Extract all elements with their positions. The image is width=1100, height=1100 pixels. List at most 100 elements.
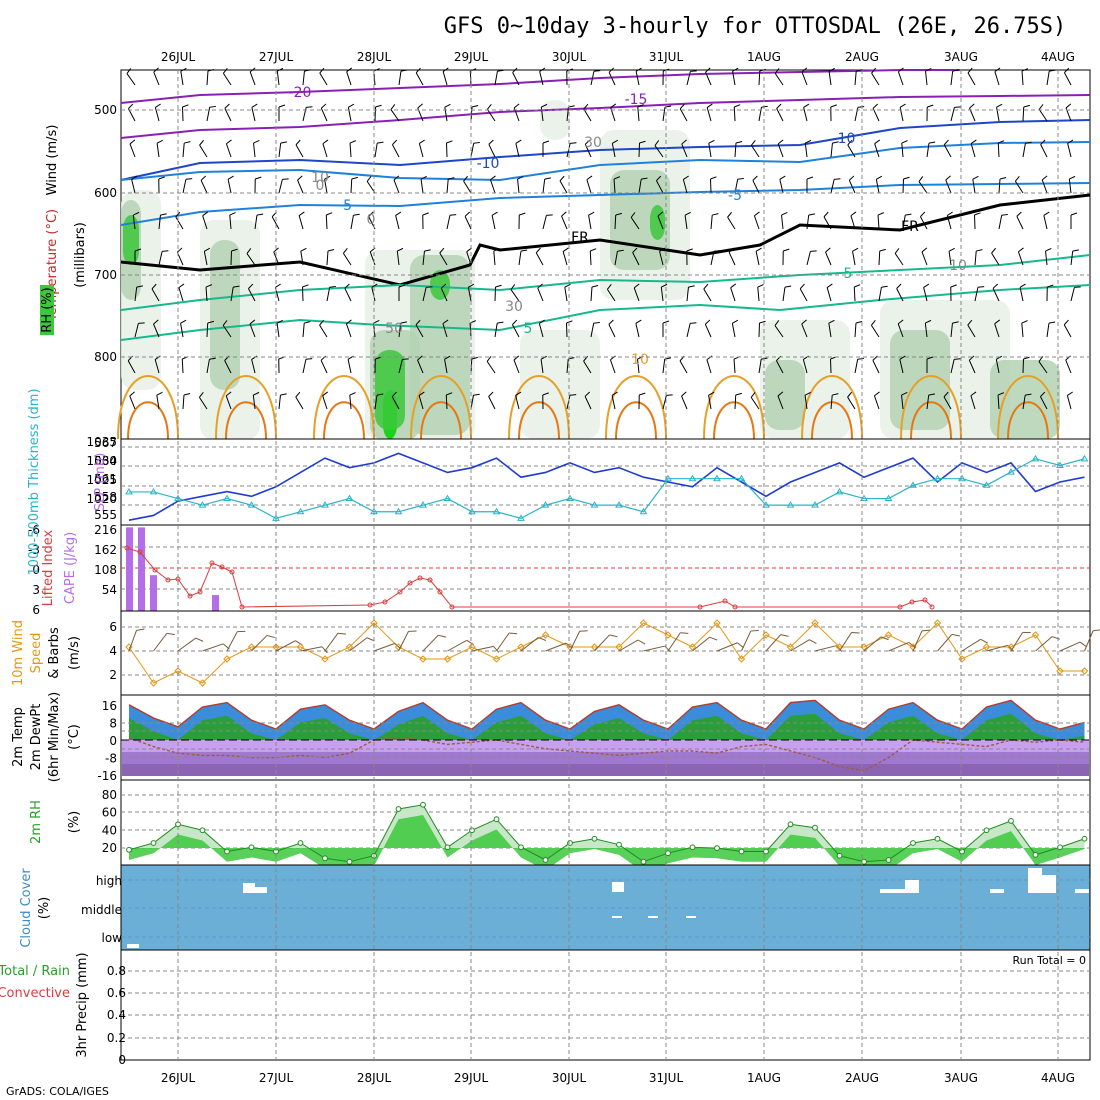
wind-barb: [542, 392, 549, 410]
barb-shaft: [200, 180, 208, 194]
barb-shaft: [442, 323, 448, 338]
barb-shaft: [854, 359, 859, 374]
li-tick-label: 3: [32, 583, 40, 597]
wind-barb: [559, 175, 568, 194]
wind-barb: [227, 175, 234, 194]
precip-labels: Total / Rain Convective 3hr Precip (mm) …: [0, 952, 1086, 1057]
wind-barb-10m: [1010, 631, 1031, 652]
barb-shaft: [1040, 144, 1048, 158]
barb-shaft: [945, 179, 952, 194]
wind-barb: [733, 104, 741, 122]
barb-shaft: [686, 323, 691, 338]
barb-flag: [921, 247, 928, 253]
wind-barb: [734, 140, 743, 158]
rh-point: [787, 821, 794, 828]
wind-barb: [878, 248, 886, 266]
barb-shaft: [254, 215, 258, 230]
y-tick-label: 2: [109, 668, 117, 682]
barb-shaft: [1070, 287, 1075, 302]
y-tick-label: 162: [94, 543, 117, 557]
wind-barb: [945, 175, 952, 194]
top-date-label: 29JUL: [454, 50, 489, 64]
rh-point: [224, 848, 230, 855]
wind-barb: [1066, 391, 1073, 410]
barb-flag: [759, 68, 766, 72]
wind-barb: [134, 322, 145, 338]
barb-flag: [446, 392, 453, 396]
wind-barb: [686, 285, 695, 302]
barb-flag: [898, 67, 904, 73]
rh-point: [444, 844, 451, 851]
wind-barb: [180, 67, 187, 86]
lifted-index-point: [209, 560, 215, 566]
barb-shaft: [608, 72, 616, 86]
barb-shaft: [901, 143, 904, 158]
barb-flag: [442, 67, 449, 72]
barb-flag: [757, 284, 764, 288]
barb-flag: [947, 211, 953, 216]
barb-flag: [996, 103, 1003, 108]
wind-barb: [874, 139, 881, 158]
bottom-date-label: 29JUL: [454, 1071, 489, 1085]
wind-barb: [302, 69, 311, 86]
lifted-index-point: [165, 577, 171, 583]
contour-label: -20: [289, 85, 312, 101]
cape-labels: Lifted Index CAPE (J/kg): [41, 529, 78, 606]
wind-barb: [638, 140, 646, 158]
barb-flag: [253, 140, 260, 144]
barb-shaft: [566, 107, 569, 122]
upper-air-legend: Wind (m/s) Temperature (°C) (millibars) …: [40, 125, 88, 335]
barb-shaft: [998, 215, 1003, 230]
barb-shaft: [1022, 143, 1026, 158]
wind-barb: [655, 175, 664, 194]
barb-shaft: [774, 73, 784, 86]
wind-speed-point: [443, 655, 452, 663]
barb-flag: [493, 248, 500, 252]
y-tick-label: 567: [94, 436, 117, 450]
wind-barb: [897, 319, 904, 338]
barb-shaft: [662, 359, 666, 374]
barb-shaft: [758, 70, 761, 86]
wind-speed-point: [419, 655, 427, 663]
contour-label: 10: [949, 258, 967, 274]
wind-barb: [897, 67, 904, 86]
barb-shaft: [227, 179, 232, 194]
barb-flag: [1072, 249, 1080, 252]
barb-shaft: [488, 144, 496, 158]
wind-barb-10m: [471, 645, 500, 653]
top-date-label: 4AUG: [1041, 50, 1075, 64]
barb-flag: [371, 283, 378, 288]
barb-shaft: [830, 179, 835, 194]
y-tick-label: 16: [102, 699, 117, 713]
barb-flag: [226, 139, 232, 145]
wind-barb: [494, 321, 504, 338]
barb-shaft: [415, 324, 424, 338]
li-tick-label: 6: [32, 603, 40, 617]
below-zero-band: [122, 740, 1089, 752]
wind-barb: [1021, 68, 1029, 86]
barb-shaft: [588, 215, 592, 230]
wind-barb: [848, 175, 856, 194]
rh2m-label: 2m RH: [29, 800, 44, 844]
barb-flag: [305, 358, 313, 360]
wind-barb: [297, 175, 304, 194]
wind-speed-point: [272, 643, 280, 651]
barb-shaft: [730, 287, 736, 302]
barb-flag: [905, 213, 912, 216]
barb-shaft: [708, 143, 712, 158]
wind-speed-point: [492, 655, 501, 663]
wind-barb: [992, 283, 1000, 302]
barb-shaft: [439, 252, 448, 266]
barb-flag: [1049, 69, 1056, 72]
barb-shaft: [182, 143, 185, 158]
barb-flag: [967, 319, 973, 326]
wind-barb: [446, 214, 457, 230]
thickness-marker: [737, 474, 746, 482]
barb-shaft: [1038, 361, 1048, 374]
barb-flag: [302, 284, 309, 288]
wind-barb: [972, 175, 979, 194]
cape-label: CAPE (J/kg): [63, 532, 78, 604]
barb-flag: [233, 285, 240, 288]
barb-shaft: [589, 250, 592, 266]
y-tick-label: -16: [97, 769, 117, 783]
